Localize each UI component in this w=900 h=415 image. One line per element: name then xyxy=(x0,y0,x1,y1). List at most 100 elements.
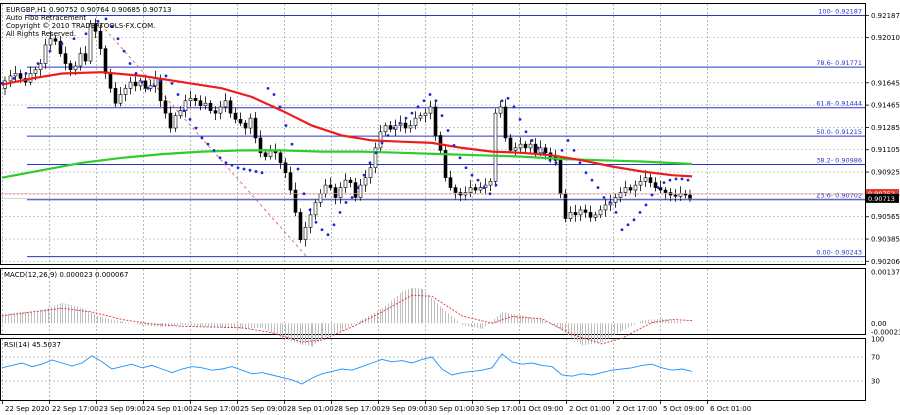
sar-dot xyxy=(452,144,456,147)
sar-dot xyxy=(140,80,144,84)
candle-body xyxy=(678,193,683,197)
sar-dot xyxy=(380,141,384,145)
time-tick-label: 6 Oct 01:00 xyxy=(710,405,751,413)
sar-dot xyxy=(284,124,288,127)
candle-body xyxy=(193,97,198,102)
sar-dot xyxy=(116,37,120,41)
sar-dot xyxy=(332,223,336,227)
candle-body xyxy=(518,143,523,149)
sar-dot xyxy=(674,177,678,181)
candle-body xyxy=(93,23,98,32)
candle-body xyxy=(168,112,173,129)
sar-dot xyxy=(368,161,372,165)
candle-body xyxy=(238,119,243,124)
candle-body xyxy=(503,106,508,139)
candle-body xyxy=(428,106,433,114)
sar-dot xyxy=(548,158,552,162)
ma-fast-line xyxy=(1,71,693,178)
sar-dot xyxy=(644,203,648,207)
candle-body xyxy=(448,177,453,188)
candle-body xyxy=(283,162,288,173)
time-tick-label: 1 Oct 09:00 xyxy=(522,405,563,413)
fib-level-label: 23.6- 0.90702 xyxy=(816,192,862,200)
sar-dot xyxy=(458,156,462,160)
sar-dot xyxy=(272,93,276,96)
current-price-badge-label: 0.90713 xyxy=(868,195,895,203)
candle-body xyxy=(623,187,628,193)
candle-body xyxy=(38,63,43,71)
candle-body xyxy=(658,187,663,191)
sar-dot xyxy=(350,196,354,199)
candle-body xyxy=(373,147,378,169)
sar-dot xyxy=(110,24,114,28)
candle-body xyxy=(128,81,133,89)
candle-body xyxy=(403,122,408,129)
candle-body xyxy=(163,100,168,114)
candle-body xyxy=(58,40,63,54)
candle-body xyxy=(43,44,48,64)
sar-dot xyxy=(248,168,252,172)
moving-averages xyxy=(1,71,693,179)
price-tick-label: 0.92010 xyxy=(871,34,900,42)
candle-body xyxy=(8,75,13,82)
sar-dot xyxy=(194,126,198,130)
sar-dot xyxy=(662,181,666,185)
sar-dot xyxy=(620,228,624,232)
macd-tick-label: 0.00 xyxy=(871,320,887,328)
fib-level-label: 100- 0.92187 xyxy=(818,8,862,16)
rsi-title: RSI(14) 45.5037 xyxy=(4,341,61,349)
bid-price-badge xyxy=(866,189,899,199)
candle-body xyxy=(323,184,328,195)
time-tick-label: 22 Sep 2020 xyxy=(5,405,49,413)
ma-slow-line xyxy=(1,149,693,179)
sar-dot xyxy=(236,166,240,170)
candle-body xyxy=(603,204,608,211)
sar-dot xyxy=(24,72,28,75)
candle-body xyxy=(573,212,578,216)
candle-body xyxy=(233,112,238,120)
sar-dot xyxy=(416,105,420,109)
sar-dot xyxy=(212,148,216,152)
macd-panel-frame xyxy=(0,268,866,335)
main-panel-frame xyxy=(0,3,866,265)
sar-dot xyxy=(146,86,150,90)
sar-dot xyxy=(122,49,126,53)
candle-body xyxy=(48,38,53,46)
sar-dot xyxy=(656,186,660,189)
price-tick-label: 0.91285 xyxy=(871,124,900,132)
sar-dot xyxy=(404,116,408,120)
candle-body xyxy=(538,147,543,154)
price-tick-label: 0.90565 xyxy=(871,213,900,221)
price-tick-label: 0.91105 xyxy=(871,146,900,154)
sar-dot xyxy=(476,178,480,182)
sar-dot xyxy=(134,72,138,75)
candle-body xyxy=(683,193,688,196)
price-tick-label: 0.90206 xyxy=(871,258,900,266)
sar-dot xyxy=(170,81,174,85)
price-tick-label: 0.90925 xyxy=(871,169,900,177)
candle-body xyxy=(18,73,23,79)
candle-body xyxy=(108,73,113,89)
candle-body xyxy=(443,150,448,178)
candle-body xyxy=(343,179,348,188)
candle-body xyxy=(333,187,338,198)
candle-body xyxy=(173,115,178,129)
candle-body xyxy=(628,187,633,191)
rsi-tick-label: 70 xyxy=(871,354,880,362)
sar-dot xyxy=(668,178,672,182)
candle-body xyxy=(493,112,498,182)
sar-dot xyxy=(104,17,108,21)
fib-level-label: 0.00- 0.90243 xyxy=(816,249,862,257)
time-tick-label: 28 Sep 01:00 xyxy=(287,405,334,413)
sar-dot xyxy=(626,223,630,227)
time-tick-label: 23 Sep 09:00 xyxy=(99,405,146,413)
candle-body xyxy=(473,187,478,191)
candle-body xyxy=(363,177,368,186)
candle-body xyxy=(298,212,303,240)
candle-body xyxy=(208,102,213,111)
candle-body xyxy=(423,112,428,116)
candle-body xyxy=(278,152,283,164)
sar-dot xyxy=(296,167,300,171)
candle-body xyxy=(618,192,623,198)
